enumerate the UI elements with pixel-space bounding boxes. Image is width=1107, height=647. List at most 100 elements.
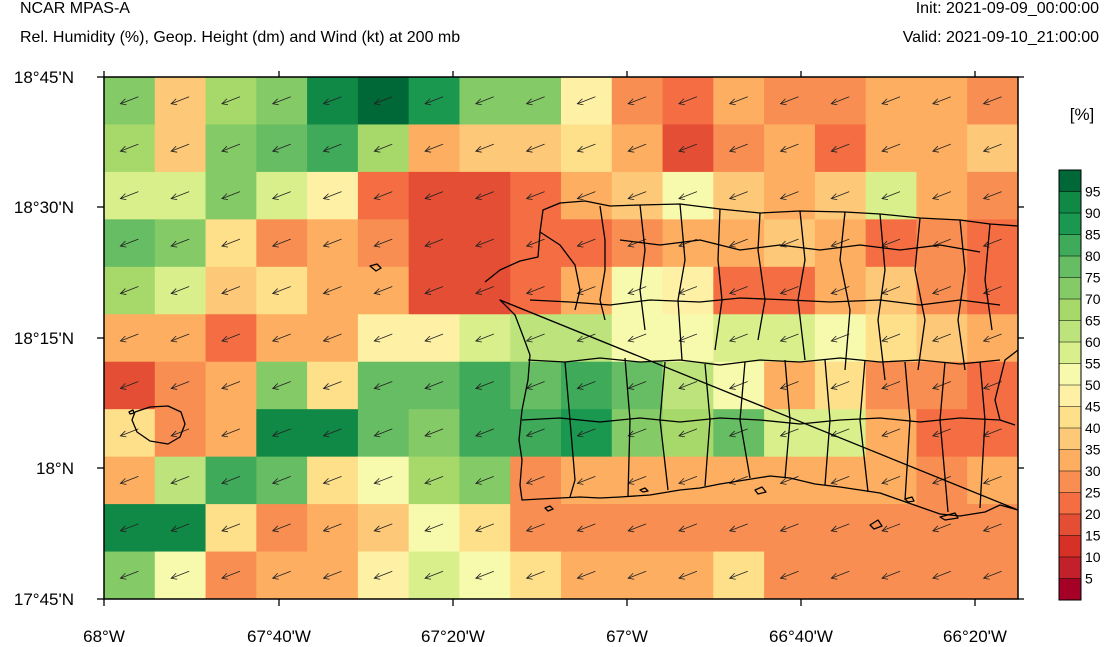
- wind-arrow: [373, 191, 393, 201]
- wind-arrow: [627, 286, 647, 295]
- wind-arrow: [982, 191, 1002, 201]
- humidity-cell: [408, 77, 460, 125]
- colorbar-swatch: [1059, 363, 1081, 386]
- humidity-cell: [256, 171, 308, 220]
- colorbar-label: 75: [1085, 270, 1101, 286]
- wind-arrow: [932, 381, 951, 390]
- wind-arrow: [221, 570, 241, 580]
- humidity-cell: [764, 361, 816, 410]
- humidity-cell: [256, 314, 308, 363]
- wind-arrow: [271, 143, 291, 153]
- x-tick-label: 67°40'W: [247, 627, 311, 646]
- humidity-cell: [561, 361, 613, 410]
- humidity-cell: [104, 124, 156, 173]
- humidity-cell: [205, 219, 257, 268]
- humidity-cell: [814, 504, 867, 553]
- humidity-cell: [154, 361, 207, 410]
- humidity-cell: [713, 266, 765, 315]
- wind-arrow: [424, 333, 444, 343]
- colorbar-label: 30: [1085, 463, 1101, 479]
- colorbar-label: 50: [1085, 377, 1101, 393]
- wind-arrow: [271, 523, 291, 533]
- colorbar-swatch: [1059, 385, 1081, 407]
- valid-time: Valid: 2021-09-10_21:00:00: [902, 29, 1099, 46]
- wind-arrow: [576, 333, 596, 343]
- humidity-cell: [764, 314, 816, 363]
- humidity-cell: [611, 124, 664, 173]
- wind-arrow: [424, 143, 444, 153]
- humidity-cell: [104, 171, 156, 220]
- humidity-cell: [865, 77, 917, 125]
- wind-arrow: [271, 191, 291, 201]
- humidity-cell: [967, 219, 1019, 268]
- humidity-cell: [154, 314, 207, 363]
- humidity-cell: [967, 77, 1019, 125]
- wind-arrow: [932, 475, 951, 485]
- humidity-cell: [357, 314, 410, 363]
- wind-arrow: [525, 570, 545, 580]
- humidity-cell: [104, 77, 156, 125]
- humidity-cell: [611, 219, 664, 268]
- humidity-cell: [459, 456, 511, 505]
- wind-arrow: [170, 428, 190, 438]
- wind-arrow: [830, 475, 850, 485]
- humidity-cell: [510, 361, 562, 410]
- wind-arrow: [271, 333, 291, 343]
- wind-arrow: [424, 96, 444, 106]
- wind-arrow: [373, 428, 393, 438]
- humidity-cell: [662, 314, 714, 363]
- humidity-cell: [561, 314, 613, 363]
- wind-arrow: [322, 381, 342, 390]
- colorbar-swatch: [1059, 320, 1081, 343]
- humidity-cell: [865, 171, 917, 220]
- colorbar-label: 55: [1085, 356, 1101, 372]
- wind-arrow: [221, 238, 241, 248]
- humidity-cell: [916, 124, 968, 173]
- wind-arrow: [119, 570, 139, 580]
- humidity-cell: [104, 504, 156, 553]
- humidity-cell: [713, 77, 765, 125]
- humidity-cell: [357, 456, 410, 505]
- colorbar-swatch: [1059, 191, 1081, 214]
- wind-arrow: [830, 333, 850, 343]
- wind-arrow: [576, 191, 596, 201]
- wind-arrow: [424, 428, 444, 438]
- wind-arrow: [678, 96, 698, 106]
- humidity-cell: [814, 409, 867, 458]
- colorbar-swatch: [1059, 535, 1081, 558]
- humidity-cell: [916, 504, 968, 553]
- wind-arrow: [221, 286, 241, 295]
- humidity-cell: [561, 124, 613, 173]
- humidity-cell: [814, 124, 867, 173]
- wind-arrow: [728, 286, 748, 295]
- humidity-cell: [764, 551, 816, 600]
- wind-arrow: [932, 96, 951, 106]
- humidity-cell: [561, 409, 613, 458]
- wind-arrow: [728, 381, 748, 390]
- colorbar-swatch: [1059, 277, 1081, 300]
- wind-arrow: [627, 381, 647, 390]
- colorbar-label: 60: [1085, 334, 1101, 350]
- wind-arrow: [424, 381, 444, 390]
- wind-arrow: [322, 570, 342, 580]
- wind-arrow: [525, 475, 545, 485]
- wind-arrow: [881, 523, 901, 533]
- humidity-cell: [154, 551, 207, 600]
- humidity-cell: [256, 124, 308, 173]
- humidity-cell: [357, 124, 410, 173]
- wind-arrow: [576, 428, 596, 438]
- wind-vectors: [119, 96, 1002, 580]
- wind-arrow: [678, 333, 698, 343]
- wind-arrow: [830, 381, 850, 390]
- wind-arrow: [627, 523, 647, 533]
- humidity-cell: [104, 456, 156, 505]
- humidity-cell: [916, 171, 968, 220]
- humidity-cell: [459, 409, 511, 458]
- humidity-cell: [916, 551, 968, 600]
- wind-arrow: [932, 191, 951, 201]
- wind-arrow: [881, 475, 901, 485]
- humidity-cell: [307, 171, 359, 220]
- humidity-cell: [662, 266, 714, 315]
- humidity-cell: [814, 551, 867, 600]
- humidity-cell: [967, 266, 1019, 315]
